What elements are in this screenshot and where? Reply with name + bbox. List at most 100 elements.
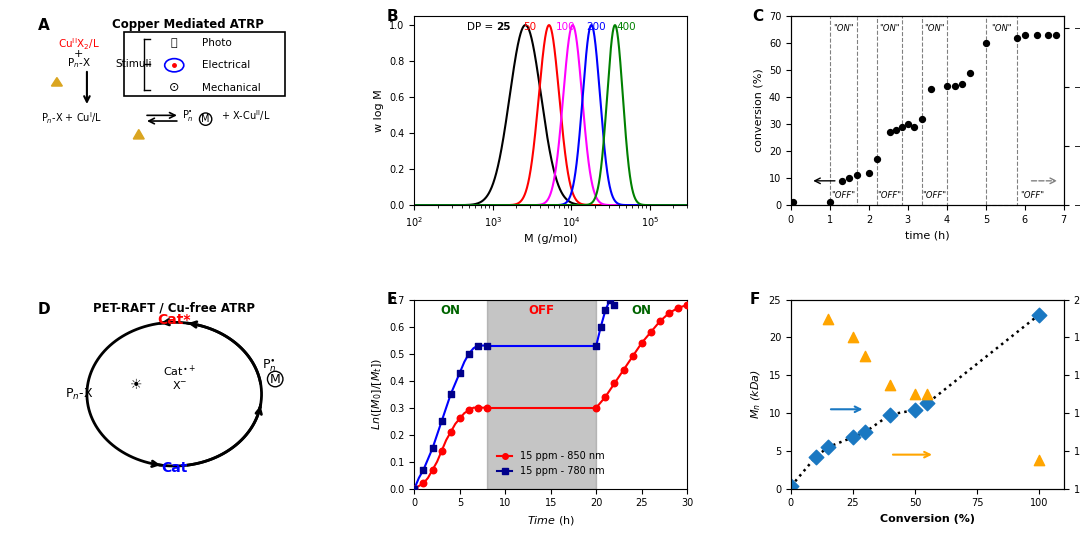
Point bbox=[961, 69, 978, 77]
Point bbox=[415, 466, 432, 474]
Point bbox=[1040, 31, 1057, 39]
Text: 100: 100 bbox=[556, 22, 576, 32]
X-axis label: Conversion (%): Conversion (%) bbox=[880, 514, 975, 524]
Point bbox=[633, 338, 650, 347]
Point bbox=[840, 174, 858, 183]
Point bbox=[919, 399, 936, 408]
Polygon shape bbox=[52, 77, 63, 86]
Point bbox=[977, 39, 995, 47]
Point bbox=[592, 322, 609, 331]
Point bbox=[845, 333, 862, 342]
Text: 💡: 💡 bbox=[171, 38, 177, 48]
Point bbox=[624, 352, 642, 361]
Point bbox=[820, 314, 837, 323]
Text: +: + bbox=[75, 49, 83, 59]
Point bbox=[946, 82, 963, 91]
Text: 200: 200 bbox=[586, 22, 606, 32]
Point bbox=[900, 120, 917, 128]
Bar bbox=[986, 16, 1017, 205]
Bar bbox=[487, 300, 596, 489]
Bar bbox=[921, 16, 947, 205]
Text: 50: 50 bbox=[524, 22, 537, 32]
Text: OFF: OFF bbox=[529, 304, 555, 317]
Text: C: C bbox=[753, 9, 764, 24]
Point bbox=[807, 453, 824, 461]
Text: Copper Mediated ATRP: Copper Mediated ATRP bbox=[112, 18, 264, 31]
Text: P$_n^{\bullet}$: P$_n^{\bullet}$ bbox=[183, 108, 194, 123]
Point bbox=[478, 403, 496, 412]
Text: ON: ON bbox=[632, 304, 651, 317]
Point bbox=[415, 479, 432, 488]
Point bbox=[922, 85, 940, 93]
Point bbox=[442, 427, 459, 436]
Text: Photo: Photo bbox=[202, 38, 231, 48]
Text: Cat: Cat bbox=[161, 461, 188, 475]
Point bbox=[1016, 31, 1034, 39]
Point bbox=[606, 301, 623, 309]
Point bbox=[868, 155, 886, 164]
Y-axis label: $M_n$ (kDa): $M_n$ (kDa) bbox=[750, 369, 764, 419]
Point bbox=[643, 328, 660, 336]
Point bbox=[1028, 31, 1045, 39]
Point bbox=[451, 368, 469, 377]
Text: ⊙: ⊙ bbox=[168, 82, 179, 95]
Point bbox=[433, 417, 450, 425]
Point bbox=[888, 125, 905, 134]
Point bbox=[861, 169, 878, 177]
Text: "OFF": "OFF" bbox=[877, 191, 901, 200]
Text: F: F bbox=[750, 292, 760, 307]
Text: Cat$^{\bullet +}$: Cat$^{\bullet +}$ bbox=[163, 364, 197, 379]
Point bbox=[881, 128, 899, 136]
Text: E: E bbox=[387, 292, 397, 307]
Point bbox=[588, 341, 605, 350]
Point bbox=[913, 114, 930, 123]
X-axis label: $\it{Time}$ (h): $\it{Time}$ (h) bbox=[527, 514, 575, 527]
Text: 400: 400 bbox=[617, 22, 636, 32]
Point bbox=[597, 306, 615, 315]
Y-axis label: $Ln([M_0]/[M_t])$: $Ln([M_0]/[M_t])$ bbox=[369, 358, 383, 430]
Text: P$_n$-X: P$_n$-X bbox=[67, 56, 91, 70]
Text: M: M bbox=[270, 373, 281, 386]
Text: "OFF": "OFF" bbox=[1021, 191, 1044, 200]
Text: "ON": "ON" bbox=[924, 24, 945, 33]
Point bbox=[433, 447, 450, 455]
Text: DP =: DP = bbox=[467, 22, 496, 32]
Point bbox=[849, 171, 866, 180]
Point bbox=[406, 484, 423, 493]
Point bbox=[597, 393, 615, 401]
Point bbox=[424, 444, 442, 453]
Point bbox=[881, 380, 899, 389]
Point bbox=[660, 309, 677, 317]
Point bbox=[821, 198, 838, 207]
Point bbox=[460, 406, 477, 415]
Point bbox=[905, 122, 922, 131]
Point bbox=[451, 414, 469, 423]
Text: ☀: ☀ bbox=[130, 378, 143, 391]
Point bbox=[670, 303, 687, 312]
Point bbox=[833, 177, 850, 185]
Point bbox=[460, 350, 477, 358]
Point bbox=[856, 352, 874, 361]
Point bbox=[1030, 456, 1048, 465]
Point bbox=[782, 482, 799, 491]
Bar bbox=[877, 16, 902, 205]
Point bbox=[939, 82, 956, 91]
Point bbox=[1009, 33, 1026, 42]
Text: "ON": "ON" bbox=[991, 24, 1012, 33]
X-axis label: M (g/mol): M (g/mol) bbox=[524, 234, 578, 244]
Y-axis label: conversion (%): conversion (%) bbox=[753, 69, 764, 153]
Text: + X-Cu$^{\rm II}$/L: + X-Cu$^{\rm II}$/L bbox=[220, 108, 270, 123]
Text: 25: 25 bbox=[496, 22, 511, 32]
Point bbox=[906, 390, 923, 398]
Point bbox=[478, 341, 496, 350]
Text: "OFF": "OFF" bbox=[922, 191, 946, 200]
Text: "ON": "ON" bbox=[879, 24, 900, 33]
Text: Cu$^{\rm II}$X$_2$/L: Cu$^{\rm II}$X$_2$/L bbox=[58, 37, 99, 52]
Point bbox=[442, 390, 459, 398]
Point bbox=[678, 301, 696, 309]
Point bbox=[615, 366, 632, 374]
Point bbox=[1030, 310, 1048, 319]
Text: "OFF": "OFF" bbox=[832, 191, 855, 200]
X-axis label: time (h): time (h) bbox=[905, 230, 949, 241]
Point bbox=[845, 433, 862, 441]
